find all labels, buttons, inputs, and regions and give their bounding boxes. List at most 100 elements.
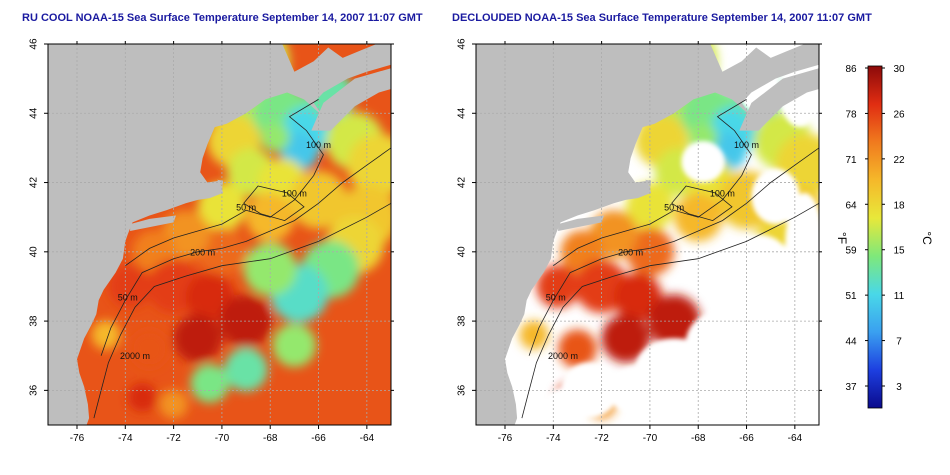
lon-tick-label: -74 xyxy=(118,433,133,444)
nova-scotia xyxy=(739,68,819,131)
contour-200m xyxy=(100,147,391,356)
map-panel-declouded: 100 m 100 m 50 m 200 m 50 m 2000 m -76 -74 -72 -7… xyxy=(457,38,822,444)
lat-tick-label: 40 xyxy=(29,246,40,258)
graticule xyxy=(476,44,819,425)
celsius-tick-label: 26 xyxy=(893,109,905,120)
contour-label: 50 m xyxy=(118,292,138,302)
contour-100m xyxy=(553,99,752,267)
contour-50m xyxy=(243,185,305,222)
lon-tick-label: -64 xyxy=(788,433,803,444)
graticule xyxy=(48,44,391,425)
lon-tick-label: -72 xyxy=(166,433,181,444)
contour-label: 50 m xyxy=(236,202,256,212)
cloud-patch xyxy=(785,192,819,297)
cape-cod xyxy=(635,179,652,192)
sst-blob xyxy=(190,364,230,403)
contour-label: 100 m xyxy=(282,188,307,198)
lat-tick-label: 44 xyxy=(457,107,468,119)
cloud-patch xyxy=(751,168,800,225)
land-mass xyxy=(48,44,391,425)
long-island xyxy=(130,215,176,231)
celsius-tick-label: 7 xyxy=(896,337,902,348)
contour-label: 50 m xyxy=(664,202,684,212)
lon-tick-label: -66 xyxy=(739,433,754,444)
lat-tick-label: 36 xyxy=(457,384,468,396)
contour-label: 2000 m xyxy=(548,351,578,361)
left-panel-title: RU COOL NOAA-15 Sea Surface Temperature … xyxy=(22,12,423,24)
contour-label: 200 m xyxy=(190,247,215,257)
celsius-tick-label: 30 xyxy=(893,64,905,75)
temperature-colorbar: 30 26 22 18 15 11 7 3 86 78 71 64 59 51 44 37 °F °C xyxy=(835,64,934,409)
sst-blob xyxy=(601,314,650,363)
lat-tick-label: 40 xyxy=(457,246,468,258)
lon-tick-label: -68 xyxy=(263,433,278,444)
nova-scotia xyxy=(311,68,391,131)
lon-tick-label: -74 xyxy=(546,433,561,444)
contour-2000m xyxy=(93,202,391,419)
land-mass xyxy=(476,44,819,425)
contour-50m xyxy=(671,185,733,222)
sst-blob xyxy=(289,170,348,229)
fahrenheit-tick-label: 71 xyxy=(845,155,857,166)
contour-label: 2000 m xyxy=(120,351,150,361)
panel-frame xyxy=(475,43,820,426)
fahrenheit-tick-label: 78 xyxy=(845,109,857,120)
cloud-patch xyxy=(756,269,819,408)
sst-blob xyxy=(260,123,290,153)
sst-blob xyxy=(173,314,222,363)
lon-tick-label: -68 xyxy=(691,433,706,444)
contour-200m xyxy=(528,147,819,356)
sst-blob xyxy=(224,347,268,392)
long-island xyxy=(558,215,604,231)
lon-tick-label: -76 xyxy=(70,433,85,444)
lat-tick-label: 46 xyxy=(457,38,468,50)
contour-2000m xyxy=(521,202,819,419)
sst-blob xyxy=(127,382,157,412)
fahrenheit-tick-label: 86 xyxy=(845,64,857,75)
fahrenheit-tick-label: 64 xyxy=(845,200,857,211)
sst-blob xyxy=(536,264,580,309)
cloud-patch xyxy=(710,282,759,346)
lat-tick-label: 46 xyxy=(29,38,40,50)
celsius-tick-label: 15 xyxy=(893,246,905,257)
lon-tick-label: -64 xyxy=(360,433,375,444)
right-panel-title: DECLOUDED NOAA-15 Sea Surface Temperatur… xyxy=(452,12,872,24)
panel-frame xyxy=(47,43,392,426)
bathymetry-contours xyxy=(93,99,391,419)
sst-blob xyxy=(219,294,273,348)
sst-blob xyxy=(272,323,317,368)
lon-tick-label: -66 xyxy=(311,433,326,444)
sst-blob xyxy=(108,264,152,309)
lat-tick-label: 42 xyxy=(457,177,468,189)
fahrenheit-tick-label: 59 xyxy=(845,246,857,257)
lat-tick-label: 36 xyxy=(29,384,40,396)
contour-label: 100 m xyxy=(306,140,331,150)
sst-blob xyxy=(91,320,121,350)
lat-tick-label: 42 xyxy=(29,177,40,189)
contour-100m xyxy=(125,99,324,267)
colorbar-gradient xyxy=(867,65,883,409)
lon-tick-label: -72 xyxy=(594,433,609,444)
sst-blob xyxy=(558,329,597,369)
sst-blob xyxy=(519,320,549,350)
fahrenheit-axis-label: °F xyxy=(835,232,849,244)
celsius-tick-label: 3 xyxy=(896,382,902,393)
celsius-axis-label: °C xyxy=(920,231,934,245)
cape-cod xyxy=(207,179,224,192)
celsius-tick-label: 18 xyxy=(893,200,905,211)
lat-tick-label: 38 xyxy=(457,315,468,327)
bathymetry-contours xyxy=(521,99,819,419)
fahrenheit-tick-label: 44 xyxy=(845,337,857,348)
lon-tick-label: -70 xyxy=(643,433,658,444)
celsius-tick-label: 11 xyxy=(894,291,905,302)
celsius-tick-label: 22 xyxy=(893,155,905,166)
contour-label: 100 m xyxy=(710,188,735,198)
fahrenheit-tick-label: 37 xyxy=(845,382,857,393)
sst-blob xyxy=(347,133,391,197)
cloud-patch xyxy=(681,140,725,183)
contour-label: 100 m xyxy=(734,140,759,150)
lon-tick-label: -76 xyxy=(498,433,513,444)
cloud-patch xyxy=(541,386,590,425)
sst-blob xyxy=(130,329,169,369)
